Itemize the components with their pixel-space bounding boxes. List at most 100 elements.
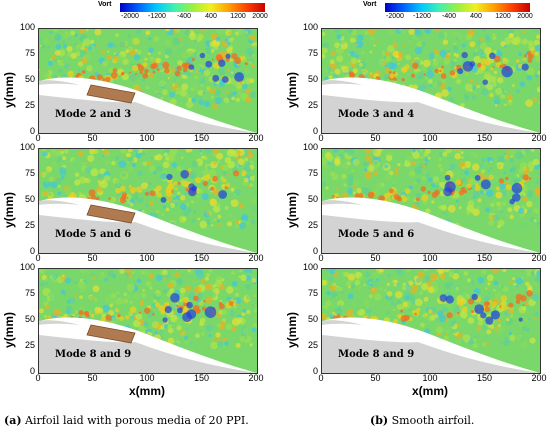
x-tick-label: 150 — [193, 253, 210, 263]
y-tick-label: 0 — [312, 126, 318, 136]
colorbar-tick: -2000 — [121, 13, 139, 20]
y-tick-label: 0 — [29, 366, 35, 376]
x-tick-label: 150 — [193, 373, 210, 383]
x-tick-label: 50 — [370, 253, 381, 263]
x-tick-label: 0 — [35, 253, 41, 263]
y-axis-label: y(mm) — [285, 191, 299, 228]
x-tick-label: 0 — [318, 133, 324, 143]
colorbar-tick: -1200 — [413, 13, 431, 20]
y-tick-label: 75 — [24, 168, 35, 178]
colorbar-tick: 1200 — [495, 13, 511, 20]
masked-region — [322, 197, 540, 253]
caption-text: Airfoil laid with porous media of 20 PPI… — [21, 414, 249, 427]
x-tick-label: 200 — [248, 133, 264, 143]
vorticity-field — [39, 269, 257, 373]
vorticity-panel: Mode 3 and 4 — [321, 28, 541, 134]
mode-label: Mode 3 and 4 — [338, 109, 415, 120]
y-tick-label: 100 — [19, 22, 35, 32]
colorbar-gradient — [385, 3, 530, 12]
vorticity-field — [322, 29, 540, 133]
caption-letter: (b) — [370, 414, 389, 427]
masked-region — [39, 197, 257, 253]
x-tick-label: 50 — [87, 373, 98, 383]
y-tick-label: 100 — [302, 142, 318, 152]
caption-b: (b) Smooth airfoil. — [370, 414, 474, 427]
colorbar-tick: 2000 — [517, 13, 533, 20]
y-tick-label: 25 — [307, 340, 318, 350]
colorbar-tick: 1200 — [230, 13, 246, 20]
x-tick-label: 100 — [422, 253, 438, 263]
x-tick-label: 100 — [422, 373, 438, 383]
y-tick-label: 50 — [24, 74, 35, 84]
y-tick-label: 25 — [24, 340, 35, 350]
colorbar-tick: 400 — [205, 13, 217, 20]
x-tick-label: 100 — [139, 373, 155, 383]
y-tick-label: 75 — [307, 168, 318, 178]
vorticity-field — [39, 149, 257, 253]
x-tick-label: 0 — [318, 373, 324, 383]
y-tick-label: 25 — [24, 100, 35, 110]
colorbar-tick: -400 — [176, 13, 192, 20]
vorticity-panel: Mode 2 and 3 — [38, 28, 258, 134]
porous-media-patch — [86, 324, 136, 344]
porous-media-patch — [86, 204, 136, 224]
y-tick-label: 100 — [302, 262, 318, 272]
x-tick-label: 0 — [35, 373, 41, 383]
y-tick-label: 0 — [29, 246, 35, 256]
y-tick-label: 75 — [24, 48, 35, 58]
colorbar-tick: -1200 — [148, 13, 166, 20]
vorticity-field — [322, 149, 540, 253]
y-axis-label: y(mm) — [285, 71, 299, 108]
x-tick-label: 0 — [318, 253, 324, 263]
y-axis-label: y(mm) — [2, 311, 16, 348]
porous-media-patch — [86, 84, 136, 104]
y-axis-label: y(mm) — [285, 311, 299, 348]
x-tick-label: 50 — [370, 373, 381, 383]
masked-region — [39, 77, 257, 133]
y-tick-label: 50 — [24, 314, 35, 324]
y-tick-label: 50 — [307, 194, 318, 204]
y-tick-label: 50 — [24, 194, 35, 204]
x-tick-label: 200 — [531, 253, 547, 263]
y-tick-label: 50 — [307, 314, 318, 324]
masked-region — [322, 77, 540, 133]
x-tick-label: 50 — [370, 133, 381, 143]
y-tick-label: 25 — [24, 220, 35, 230]
mode-label: Mode 5 and 6 — [55, 229, 132, 240]
y-tick-label: 75 — [307, 288, 318, 298]
y-tick-label: 50 — [307, 74, 318, 84]
x-tick-label: 200 — [248, 373, 264, 383]
x-tick-label: 200 — [248, 253, 264, 263]
mode-label: Mode 2 and 3 — [55, 109, 132, 120]
y-axis-label: y(mm) — [2, 191, 16, 228]
caption-letter: (a) — [4, 414, 22, 427]
vorticity-panel: Mode 5 and 6 — [321, 148, 541, 254]
vorticity-panel: Mode 5 and 6 — [38, 148, 258, 254]
colorbar-gradient — [120, 3, 265, 12]
masked-region — [39, 317, 257, 373]
y-tick-label: 100 — [302, 22, 318, 32]
colorbar-title: Vort — [363, 1, 377, 8]
x-tick-label: 100 — [422, 133, 438, 143]
caption-text: Smooth airfoil. — [388, 414, 475, 427]
colorbar-tick: 400 — [470, 13, 482, 20]
vorticity-field — [322, 269, 540, 373]
colorbar-tick: 2000 — [252, 13, 268, 20]
x-tick-label: 150 — [476, 133, 493, 143]
x-tick-label: 150 — [193, 133, 210, 143]
vorticity-field — [39, 29, 257, 133]
y-tick-label: 75 — [24, 288, 35, 298]
mode-label: Mode 8 and 9 — [338, 349, 415, 360]
x-axis-label: x(mm) — [128, 384, 166, 398]
x-tick-label: 100 — [139, 133, 155, 143]
y-tick-label: 0 — [29, 126, 35, 136]
x-tick-label: 100 — [139, 253, 155, 263]
x-tick-label: 50 — [87, 253, 98, 263]
caption-a: (a) Airfoil laid with porous media of 20… — [4, 414, 249, 427]
colorbar-tick: -400 — [441, 13, 457, 20]
vorticity-panel: Mode 8 and 9 — [38, 268, 258, 374]
x-axis-label: x(mm) — [411, 384, 449, 398]
y-tick-label: 0 — [312, 246, 318, 256]
colorbar-title: Vort — [98, 1, 112, 8]
x-tick-label: 50 — [87, 133, 98, 143]
